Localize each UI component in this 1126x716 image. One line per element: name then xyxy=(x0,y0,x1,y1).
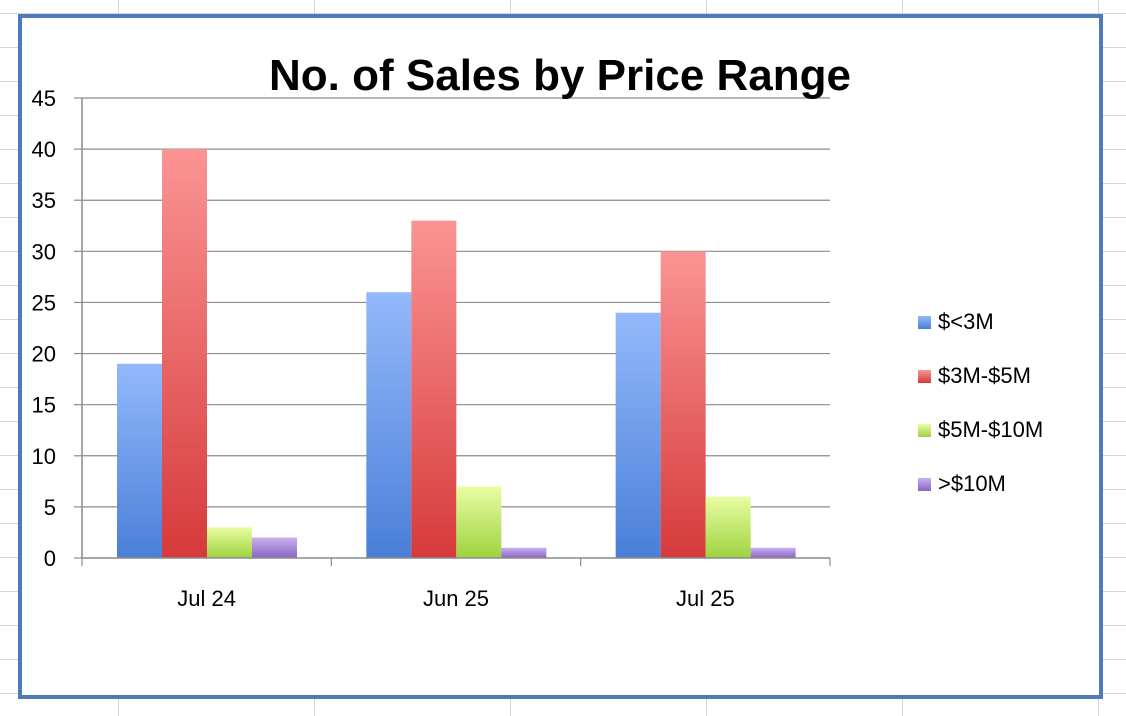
y-tick-label: 45 xyxy=(32,86,56,111)
bar-3-1[interactable] xyxy=(207,527,252,558)
legend-swatch xyxy=(918,316,931,329)
legend-label[interactable]: $3M-$5M xyxy=(938,363,1031,388)
bar-1-1[interactable] xyxy=(117,363,162,558)
bar-2-2[interactable] xyxy=(411,220,457,558)
y-tick-label: 25 xyxy=(32,290,56,315)
chart-title: No. of Sales by Price Range xyxy=(269,51,851,100)
bar-1-3[interactable] xyxy=(615,312,661,558)
bar-2-3[interactable] xyxy=(660,251,706,559)
legend-swatch xyxy=(918,478,931,491)
x-tick-label: Jul 25 xyxy=(676,586,735,611)
y-tick-label: 35 xyxy=(32,188,56,213)
y-tick-label: 15 xyxy=(32,393,56,418)
y-tick-label: 0 xyxy=(44,546,56,571)
y-tick-label: 20 xyxy=(32,342,56,367)
bar-4-2[interactable] xyxy=(501,547,547,558)
y-tick-label: 10 xyxy=(32,444,56,469)
bar-3-2[interactable] xyxy=(456,486,502,558)
legend-label[interactable]: $5M-$10M xyxy=(938,417,1043,442)
bar-1-2[interactable] xyxy=(366,292,412,558)
legend-swatch xyxy=(918,424,931,437)
bars xyxy=(117,149,796,559)
bar-4-1[interactable] xyxy=(252,537,297,558)
axes: 0 5 10 15 20 25 30 35 40 45 Jul 24 Jun 25 Jul 25 xyxy=(32,86,831,611)
bar-3-3[interactable] xyxy=(705,496,751,558)
y-tick-label: 5 xyxy=(44,495,56,520)
legend[interactable]: $<3M $3M-$5M $5M-$10M >$10M xyxy=(918,309,1043,496)
legend-swatch xyxy=(918,370,931,383)
x-tick-label: Jun 25 xyxy=(423,586,489,611)
bar-4-3[interactable] xyxy=(750,547,796,558)
y-tick-label: 30 xyxy=(32,239,56,264)
legend-label[interactable]: $<3M xyxy=(938,309,994,334)
bar-2-1[interactable] xyxy=(162,149,207,558)
legend-label[interactable]: >$10M xyxy=(938,471,1006,496)
x-tick-label: Jul 24 xyxy=(177,586,236,611)
y-tick-label: 40 xyxy=(32,137,56,162)
